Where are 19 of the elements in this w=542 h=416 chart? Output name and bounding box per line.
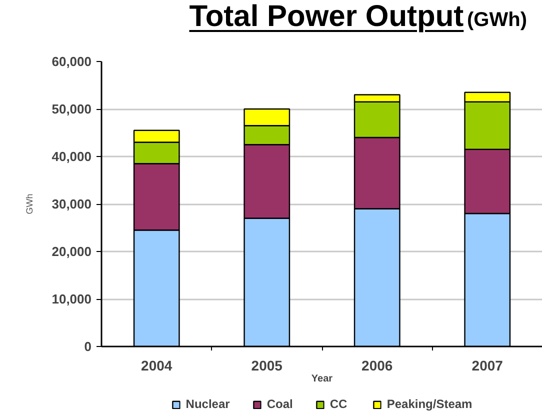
legend-label: Coal	[266, 397, 293, 411]
y-tick-label: 20,000	[52, 244, 92, 259]
legend-label: Peaking/Steam	[386, 397, 472, 411]
y-tick-label: 0	[84, 339, 92, 354]
y-tick-label: 40,000	[52, 149, 92, 164]
y-tick-label: 30,000	[52, 196, 92, 212]
x-tick-label: 2007	[472, 358, 504, 374]
x-tick-label: 2004	[141, 358, 172, 374]
chart-title: Total Power Output	[189, 0, 464, 33]
y-axis-title: GWh	[24, 194, 35, 214]
x-axis-title: Year	[311, 374, 333, 384]
y-tick-label: 10,000	[52, 292, 92, 306]
x-tick-label: 2006	[362, 358, 393, 374]
y-tick-label: 50,000	[52, 102, 92, 116]
legend-label: Nuclear	[186, 397, 230, 411]
chart-subtitle: (GWh)	[467, 9, 527, 31]
y-tick-label: 60,000	[52, 54, 92, 69]
x-tick-label: 2005	[251, 358, 283, 374]
legend-label: CC	[330, 397, 348, 411]
